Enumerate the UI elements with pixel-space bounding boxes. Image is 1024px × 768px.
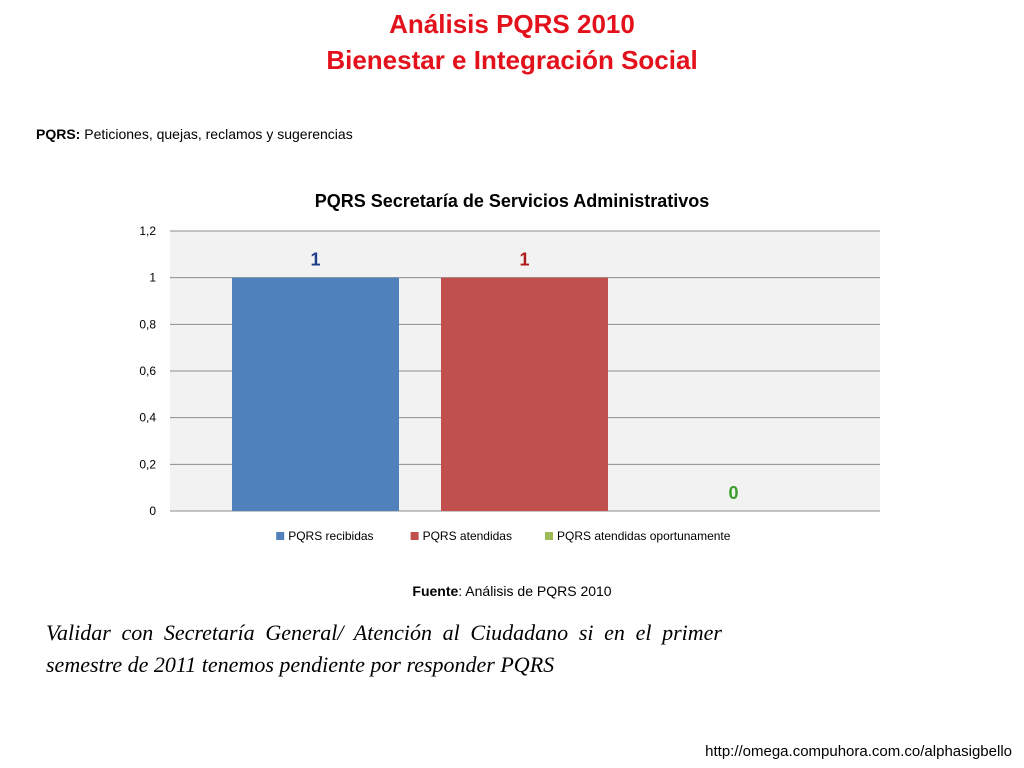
footer-url: http://omega.compuhora.com.co/alphasigbe…	[705, 743, 1012, 760]
y-tick-label: 0,6	[139, 364, 156, 378]
legend-label: PQRS atendidas	[423, 529, 512, 543]
y-tick-label: 1	[149, 271, 156, 285]
bar	[232, 277, 399, 511]
y-tick-label: 0,8	[139, 317, 156, 331]
chart-container: PQRS Secretaría de Servicios Administrat…	[139, 191, 880, 543]
data-label: 1	[519, 250, 529, 270]
chart-title: PQRS Secretaría de Servicios Administrat…	[315, 191, 710, 211]
source-text: : Análisis de PQRS 2010	[458, 583, 612, 599]
legend-swatch	[410, 532, 419, 540]
y-tick-label: 0	[149, 504, 156, 518]
slide-title: Análisis PQRS 2010 Bienestar e Integraci…	[0, 6, 1024, 78]
data-label: 1	[310, 250, 320, 270]
legend-label: PQRS atendidas oportunamente	[557, 529, 731, 543]
y-tick-label: 1,2	[139, 224, 156, 238]
legend-swatch	[545, 532, 553, 540]
chart-source: Fuente: Análisis de PQRS 2010	[0, 583, 1024, 599]
pqrs-definition: PQRS: Peticiones, quejas, reclamos y sug…	[36, 126, 353, 142]
legend-label: PQRS recibidas	[288, 529, 373, 543]
slide-title-line1: Análisis PQRS 2010	[389, 9, 635, 39]
y-tick-label: 0,4	[139, 411, 156, 425]
legend-swatch	[276, 532, 285, 540]
y-tick-label: 0,2	[139, 457, 156, 471]
source-term: Fuente	[412, 583, 459, 599]
bar-chart: PQRS Secretaría de Servicios Administrat…	[139, 191, 880, 543]
slide-title-line2: Bienestar e Integración Social	[326, 45, 698, 75]
bar	[441, 277, 608, 511]
definition-text: Peticiones, quejas, reclamos y sugerenci…	[80, 126, 353, 142]
data-label: 0	[728, 483, 738, 503]
definition-term: PQRS:	[36, 126, 81, 142]
validation-note: Validar con Secretaría General/ Atención…	[46, 620, 722, 677]
